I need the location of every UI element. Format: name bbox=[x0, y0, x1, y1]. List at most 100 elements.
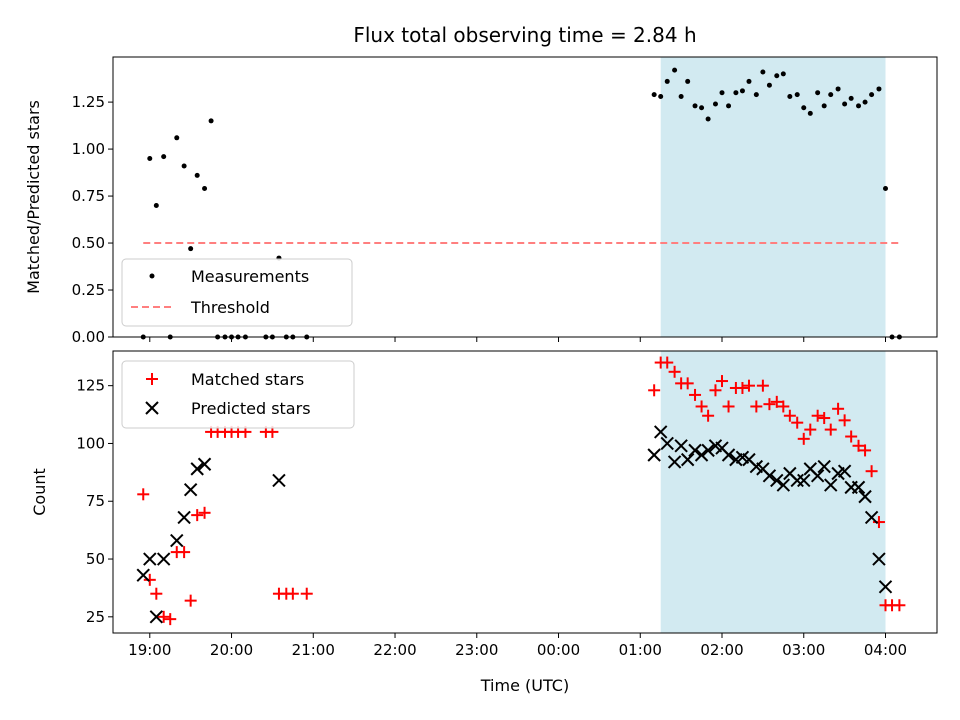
predicted-star-point bbox=[156, 552, 171, 566]
measurement-point bbox=[664, 78, 670, 84]
predicted-star-point bbox=[762, 469, 777, 483]
measurement-point bbox=[692, 103, 698, 109]
measurement-point bbox=[876, 86, 882, 92]
predicted-star-d2 bbox=[674, 439, 688, 453]
predicted-star-point bbox=[183, 482, 198, 497]
predicted-star-d2 bbox=[177, 510, 191, 525]
matched-star-point bbox=[763, 398, 776, 411]
predicted-star-d2 bbox=[824, 478, 838, 492]
predicted-star-d2 bbox=[797, 473, 811, 488]
bottom-y-tick-label: 75 bbox=[86, 492, 105, 510]
predicted-star-point bbox=[149, 610, 164, 624]
predicted-star-point bbox=[660, 436, 674, 451]
matched-star-point bbox=[852, 439, 865, 452]
measurement-point bbox=[188, 246, 194, 252]
measurement-point bbox=[801, 105, 807, 111]
legend-threshold-label: Threshold bbox=[190, 298, 270, 317]
measurement-point bbox=[856, 103, 862, 109]
top-y-ticks: 0.00 0.25 0.50 0.75 1.00 1.25 bbox=[72, 93, 113, 346]
matched-star-point bbox=[736, 381, 749, 394]
bottom-x-tick-label: 22:00 bbox=[373, 641, 416, 659]
measurement-point bbox=[815, 90, 821, 96]
predicted-star-point bbox=[143, 552, 157, 566]
predicted-star-d2 bbox=[749, 459, 764, 474]
predicted-star-d2 bbox=[878, 580, 893, 594]
predicted-star-d2 bbox=[197, 457, 212, 471]
predicted-star-d2 bbox=[688, 443, 702, 458]
measurement-point bbox=[883, 186, 888, 192]
bottom-y-ticks: 25 50 75 100 125 bbox=[76, 377, 113, 626]
bottom-x-tick-label: 01:00 bbox=[619, 641, 662, 659]
matched-star-point bbox=[689, 388, 702, 401]
measurement-point bbox=[733, 90, 739, 96]
predicted-star-point bbox=[667, 455, 682, 469]
measurement-point bbox=[787, 93, 793, 99]
predicted-star-point bbox=[653, 425, 668, 439]
top-observing-window bbox=[660, 57, 886, 337]
bottom-legend-box bbox=[121, 360, 355, 429]
matched-star-point bbox=[150, 587, 163, 600]
predicted-star-point bbox=[170, 533, 184, 548]
top-y-tick-label: 1.25 bbox=[72, 93, 105, 111]
predicted-star-d2 bbox=[756, 462, 770, 476]
top-panel: 0.00 0.25 0.50 0.75 1.00 1.25 Matched/Predict… bbox=[24, 56, 938, 346]
matched-stars-points bbox=[137, 356, 906, 626]
matched-star-point bbox=[178, 546, 191, 559]
predicted-star-d2 bbox=[872, 552, 886, 566]
bottom-x-tick-label: 23:00 bbox=[455, 641, 498, 659]
matched-star-point bbox=[661, 356, 674, 369]
matched-star-point bbox=[716, 375, 729, 388]
matched-star-point bbox=[770, 395, 783, 408]
predicted-star-point bbox=[694, 448, 709, 462]
predicted-star-d2 bbox=[660, 436, 674, 451]
bottom-x-tick-label: 21:00 bbox=[292, 641, 335, 659]
predicted-star-point bbox=[647, 448, 661, 462]
predicted-stars-points bbox=[136, 425, 893, 624]
measurement-point bbox=[794, 92, 800, 98]
predicted-star-point bbox=[136, 568, 150, 582]
measurement-point bbox=[828, 92, 834, 98]
predicted-star-d2 bbox=[183, 482, 198, 497]
predicted-star-point bbox=[674, 439, 688, 453]
measurement-point bbox=[766, 82, 772, 88]
measurement-point bbox=[651, 92, 657, 98]
matched-star-point bbox=[783, 409, 796, 422]
bottom-x-tick-label: 00:00 bbox=[537, 641, 580, 659]
matched-star-point bbox=[742, 379, 755, 392]
bottom-x-tick-label: 19:00 bbox=[128, 641, 171, 659]
measurement-point bbox=[153, 202, 159, 208]
measurement-point bbox=[194, 172, 200, 178]
top-legend-box bbox=[121, 258, 353, 327]
matched-star-point bbox=[300, 587, 313, 600]
predicted-star-d2 bbox=[170, 533, 184, 548]
measurement-point bbox=[726, 103, 732, 109]
matched-star-point bbox=[865, 465, 878, 478]
measurement-point bbox=[161, 154, 167, 160]
predicted-star-point bbox=[864, 510, 879, 525]
bottom-y-axis-label: Count bbox=[30, 468, 49, 516]
matched-star-point bbox=[681, 377, 694, 390]
legend-matched-label: Matched stars bbox=[191, 370, 304, 389]
bottom-x-tick-label: 02:00 bbox=[700, 641, 743, 659]
top-y-axis-label: Matched/Predicted stars bbox=[24, 100, 43, 294]
top-legend: Measurements Threshold bbox=[121, 258, 353, 327]
legend-predicted-label: Predicted stars bbox=[191, 399, 311, 418]
predicted-star-d2 bbox=[694, 448, 709, 462]
measurement-point bbox=[862, 99, 868, 105]
predicted-star-point bbox=[721, 448, 736, 462]
predicted-star-point bbox=[878, 580, 893, 594]
predicted-star-d2 bbox=[143, 552, 157, 566]
measurement-point bbox=[719, 90, 725, 96]
measurement-point bbox=[807, 110, 813, 116]
matched-star-point bbox=[845, 430, 858, 443]
predicted-star-d2 bbox=[715, 441, 729, 455]
predicted-star-point bbox=[770, 473, 784, 488]
matched-star-point bbox=[893, 599, 906, 612]
measurement-point bbox=[678, 93, 684, 99]
predicted-star-d2 bbox=[653, 425, 668, 439]
predicted-star-d2 bbox=[858, 489, 872, 504]
predicted-star-d2 bbox=[721, 448, 736, 462]
matched-star-point bbox=[838, 414, 851, 427]
measurement-point bbox=[848, 95, 854, 101]
matched-star-point bbox=[811, 409, 824, 422]
